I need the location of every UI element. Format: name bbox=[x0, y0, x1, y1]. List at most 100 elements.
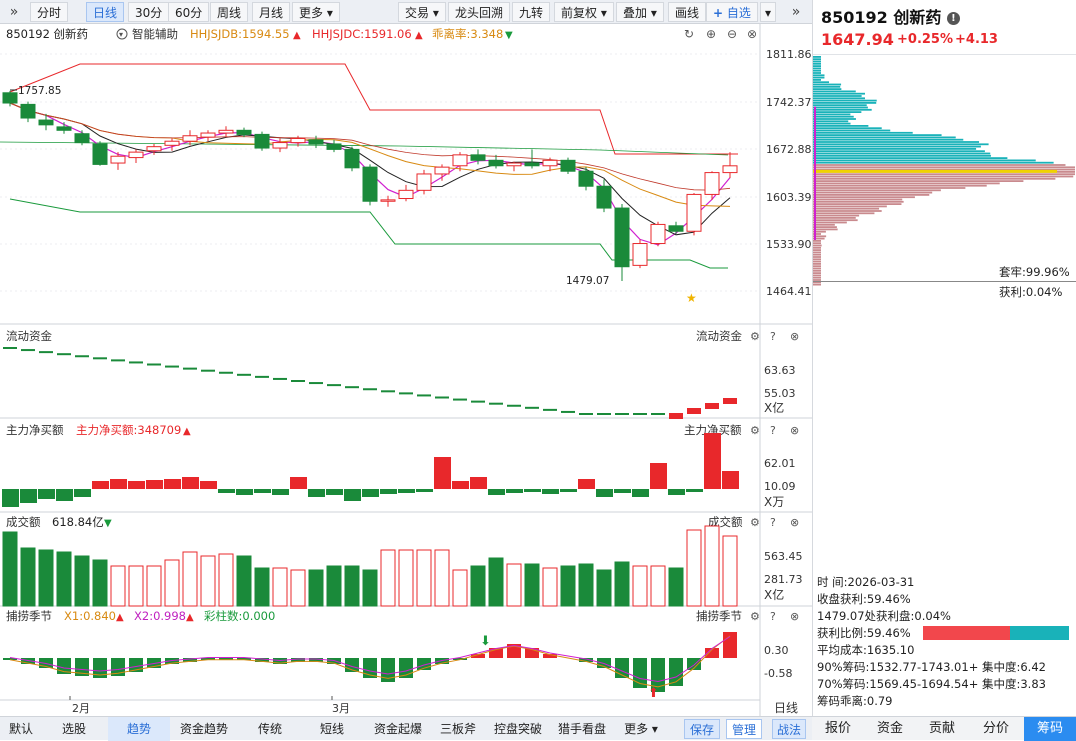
close-icon[interactable]: ⊗ bbox=[790, 330, 799, 343]
chip-bar bbox=[813, 235, 827, 238]
help-icon[interactable]: ? bbox=[770, 330, 776, 343]
chip-bar bbox=[813, 102, 877, 104]
volume-bar bbox=[92, 559, 108, 607]
help-icon[interactable]: ? bbox=[770, 610, 776, 623]
rtab-quote[interactable]: 报价 bbox=[824, 721, 851, 736]
watchlist-dropdown-icon[interactable]: ▾ bbox=[760, 2, 777, 22]
collapse-right-icon[interactable]: » bbox=[791, 4, 801, 20]
refresh-icon[interactable]: ↻ bbox=[684, 27, 694, 41]
overlay-menu[interactable]: 叠加 ▾ bbox=[616, 2, 664, 22]
help-icon[interactable]: ? bbox=[770, 424, 776, 437]
tab-monthly[interactable]: 月线 bbox=[252, 2, 291, 22]
bottom-tab-select[interactable]: 选股 bbox=[61, 722, 86, 736]
mainbuy-bar bbox=[236, 489, 253, 495]
save-button[interactable]: 保存 bbox=[684, 719, 720, 739]
channel-mid-line bbox=[0, 141, 729, 156]
season-x2: X2:0.998 bbox=[134, 609, 186, 623]
adjust-menu[interactable]: 前复权 ▾ bbox=[554, 2, 614, 22]
candle bbox=[668, 221, 684, 234]
bottom-tab-control[interactable]: 控盘突破 bbox=[493, 722, 542, 736]
trade-menu[interactable]: 交易 ▾ bbox=[398, 2, 446, 22]
tab-more[interactable]: 更多 ▾ bbox=[292, 2, 340, 22]
volume-bar bbox=[524, 563, 540, 607]
mainbuy-unit: X万 bbox=[764, 495, 784, 509]
candle bbox=[92, 141, 108, 166]
nine-turn-button[interactable]: 九转 bbox=[512, 2, 551, 22]
change-percent: +0.25% bbox=[897, 32, 953, 47]
settings-icon[interactable]: ⚙ bbox=[750, 330, 760, 343]
season-right-label: 捕捞季节 bbox=[696, 609, 742, 623]
bottom-tab-default[interactable]: 默认 bbox=[8, 722, 33, 736]
chip-bar bbox=[813, 154, 991, 157]
season-bar bbox=[93, 658, 107, 678]
stock-name-label: 850192 创新药 bbox=[6, 27, 88, 41]
close-icon[interactable]: ⊗ bbox=[790, 516, 799, 529]
season-bar bbox=[255, 658, 269, 662]
chip-bar bbox=[813, 283, 821, 286]
expand-left-icon[interactable]: » bbox=[9, 4, 19, 20]
help-icon[interactable]: ? bbox=[770, 516, 776, 529]
tab-60min[interactable]: 60分 bbox=[168, 2, 210, 22]
rtab-contribution[interactable]: 贡献 bbox=[928, 721, 955, 736]
flow-panel-right-label: 流动资金 bbox=[696, 329, 742, 343]
chip-bar bbox=[813, 214, 860, 217]
volume-bar bbox=[20, 547, 36, 607]
zoom-in-icon[interactable]: ⊕ bbox=[706, 27, 716, 41]
chip-bar bbox=[813, 191, 933, 194]
candle bbox=[542, 157, 558, 172]
season-bar bbox=[471, 654, 485, 658]
close-icon[interactable]: ⊗ bbox=[747, 27, 757, 41]
chip-bar bbox=[813, 194, 930, 196]
tab-30min[interactable]: 30分 bbox=[128, 2, 170, 22]
bottom-tab-more[interactable]: 更多 ▾ bbox=[624, 722, 658, 736]
chip-bar bbox=[813, 131, 913, 134]
bottom-tab-fund-burst[interactable]: 资金起爆 bbox=[373, 722, 422, 736]
volume-bar bbox=[668, 567, 684, 607]
chip-bar bbox=[813, 212, 875, 215]
chip-bar bbox=[813, 249, 821, 251]
settings-icon[interactable]: ⚙ bbox=[750, 610, 760, 623]
info-icon[interactable]: ! bbox=[946, 12, 960, 25]
chip-bar bbox=[813, 187, 966, 189]
season-panel-title: 捕捞季节 bbox=[6, 609, 52, 623]
smart-assist-toggle[interactable]: ▾ 智能辅助 bbox=[116, 27, 178, 41]
rtab-chips[interactable]: 筹码 bbox=[1024, 717, 1076, 741]
bottom-tab-hunter[interactable]: 猎手看盘 bbox=[557, 722, 606, 736]
chip-bar bbox=[813, 152, 991, 155]
tactics-button[interactable]: 战法 bbox=[772, 719, 806, 739]
close-icon[interactable]: ⊗ bbox=[790, 610, 799, 623]
mainbuy-bar bbox=[722, 471, 739, 489]
manage-button[interactable]: 管理 bbox=[726, 719, 762, 739]
bottom-tab-trend[interactable]: 趋势 bbox=[108, 717, 170, 741]
add-watchlist-button[interactable]: + 自选 bbox=[706, 2, 758, 22]
up-arrow-icon: ▲ bbox=[116, 612, 124, 623]
chip-bar bbox=[813, 182, 1000, 185]
bottom-tab-three-axe[interactable]: 三板斧 bbox=[439, 722, 476, 736]
season-bar bbox=[183, 658, 197, 662]
tab-weekly[interactable]: 周线 bbox=[210, 2, 249, 22]
bottom-tab-fund-trend[interactable]: 资金趋势 bbox=[179, 722, 228, 736]
tab-fenshi[interactable]: 分时 bbox=[30, 2, 69, 22]
season-x1-line bbox=[9, 635, 731, 688]
rtab-price-dist[interactable]: 分价 bbox=[982, 721, 1009, 736]
leader-trace-button[interactable]: 龙头回溯 bbox=[448, 2, 511, 22]
chip-bar bbox=[813, 281, 821, 284]
mainbuy-tick: 10.09 bbox=[764, 480, 796, 493]
flow-panel-title: 流动资金 bbox=[6, 329, 52, 343]
flow-bar bbox=[255, 375, 269, 378]
flow-bar bbox=[381, 390, 395, 393]
settings-icon[interactable]: ⚙ bbox=[750, 516, 760, 529]
candle bbox=[326, 139, 342, 153]
candle bbox=[164, 138, 180, 151]
zoom-out-icon[interactable]: ⊖ bbox=[727, 27, 737, 41]
bottom-tab-traditional[interactable]: 传统 bbox=[257, 722, 282, 736]
chip-bar bbox=[813, 244, 822, 247]
settings-icon[interactable]: ⚙ bbox=[750, 424, 760, 437]
close-icon[interactable]: ⊗ bbox=[790, 424, 799, 437]
chip-bar bbox=[813, 267, 821, 270]
draw-line-button[interactable]: 画线 bbox=[668, 2, 707, 22]
candle bbox=[74, 130, 90, 146]
rtab-fund[interactable]: 资金 bbox=[876, 721, 903, 736]
bottom-tab-short[interactable]: 短线 bbox=[319, 722, 344, 736]
tab-daily[interactable]: 日线 bbox=[86, 2, 125, 22]
